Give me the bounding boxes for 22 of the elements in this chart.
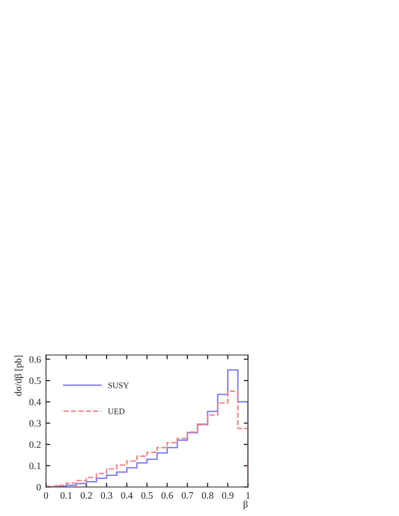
x-tick-label: 0.6 <box>161 492 173 499</box>
x-tick-label: 0.5 <box>141 492 153 499</box>
y-tick-label: 0.6 <box>29 356 41 363</box>
x-tick-label: 0.7 <box>182 492 194 499</box>
y-tick-label: 0.4 <box>29 398 41 406</box>
y-tick-label: 0.2 <box>29 441 41 448</box>
legend-label: SUSY <box>108 382 129 388</box>
x-tick-label: 0 <box>44 492 48 499</box>
y-tick-label: 0.1 <box>29 462 41 470</box>
x-tick-label: 0.1 <box>60 492 72 499</box>
y-axis-title: dσ/dβ [pb] <box>14 356 24 396</box>
x-tick-label: 0.3 <box>100 492 112 499</box>
x-tick-label: 0.2 <box>80 492 92 499</box>
x-tick-label: 0.8 <box>202 492 214 499</box>
y-tick-label: 0.3 <box>29 420 41 427</box>
y-tick-label: 0 <box>36 484 41 490</box>
x-tick-label: 0.4 <box>121 492 133 499</box>
x-tick-label: 1 <box>246 492 250 499</box>
legend-label: UED <box>108 408 125 414</box>
x-tick-label: 0.9 <box>222 492 234 499</box>
x-axis-title: β <box>244 500 248 510</box>
y-tick-label: 0.5 <box>29 377 41 384</box>
